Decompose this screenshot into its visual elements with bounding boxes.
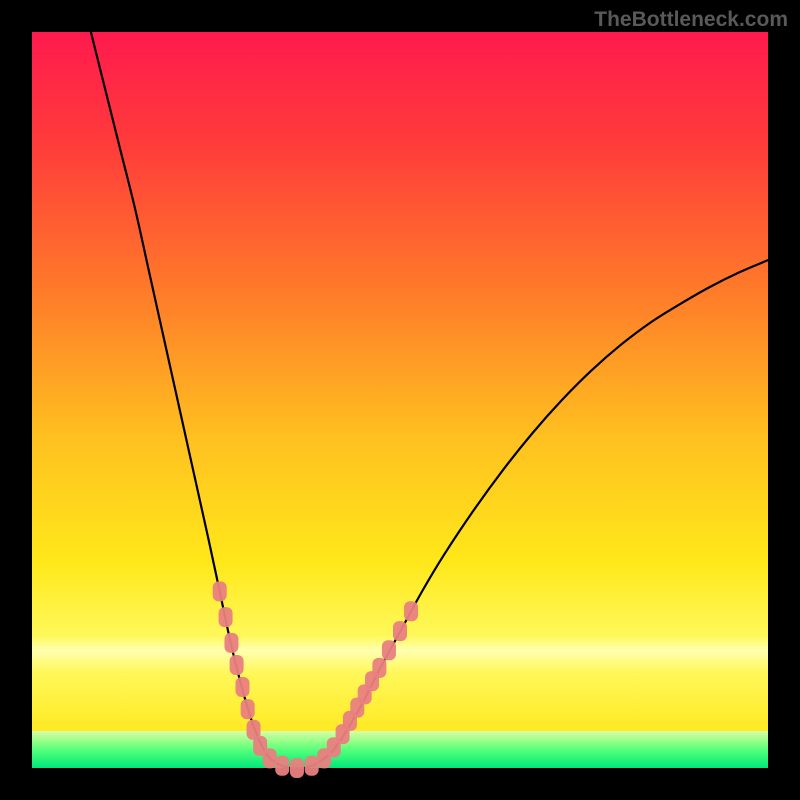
- curve-marker: [241, 699, 255, 719]
- curve-marker: [372, 658, 386, 678]
- plot-area: [32, 32, 768, 768]
- curve-marker: [382, 640, 396, 660]
- curve-marker: [275, 756, 289, 776]
- curve-marker: [219, 607, 233, 627]
- curve-marker: [235, 677, 249, 697]
- curve-marker: [290, 758, 304, 778]
- curve-marker: [263, 748, 277, 768]
- marker-group: [213, 581, 418, 778]
- bottleneck-curve: [91, 32, 768, 769]
- curve-marker: [213, 581, 227, 601]
- curve-marker: [230, 655, 244, 675]
- watermark-text: TheBottleneck.com: [594, 8, 788, 32]
- bottleneck-curve-svg: [32, 32, 768, 768]
- curve-marker: [224, 633, 238, 653]
- curve-marker: [404, 601, 418, 621]
- curve-marker: [393, 621, 407, 641]
- curve-marker: [305, 756, 319, 776]
